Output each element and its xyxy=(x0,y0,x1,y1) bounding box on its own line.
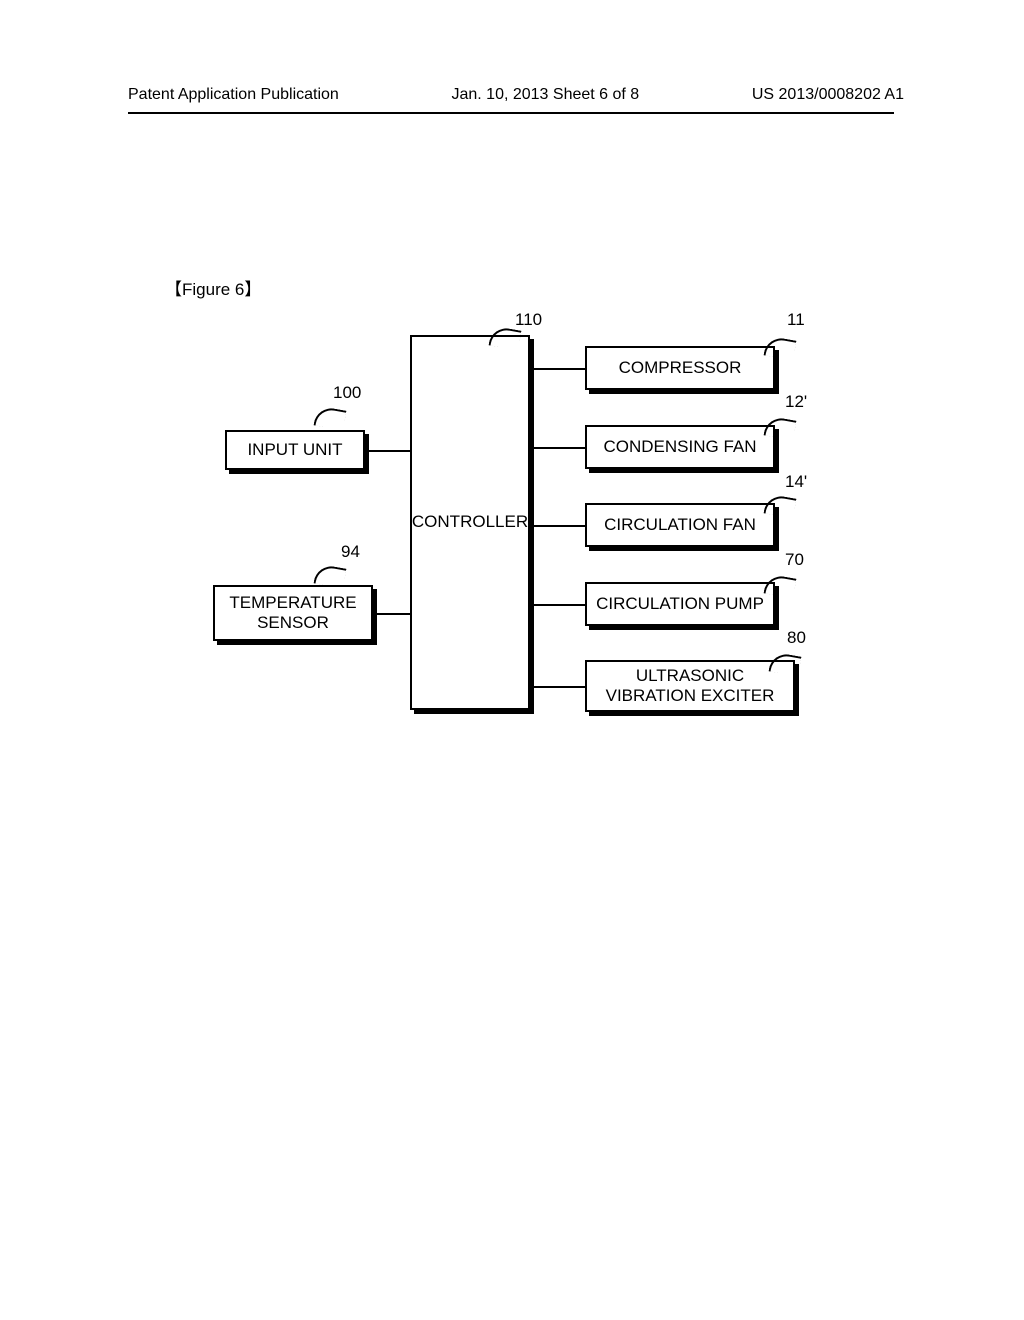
ref-num-compressor: 11 xyxy=(787,310,805,330)
block-diagram: INPUT UNIT 100 TEMPERATURE SENSOR 94 CONTROL… xyxy=(165,320,865,800)
header-right: US 2013/0008202 A1 xyxy=(752,86,904,104)
ref-num-temperature_sensor: 94 xyxy=(341,542,360,562)
box-shadow xyxy=(589,547,779,551)
block-ultrasonic: ULTRASONIC VIBRATION EXCITER xyxy=(585,660,795,712)
ref-num-circulation_fan: 14' xyxy=(785,472,807,492)
ref-num-input_unit: 100 xyxy=(333,383,361,403)
connector-line xyxy=(530,447,585,449)
block-temperature_sensor: TEMPERATURE SENSOR xyxy=(213,585,373,641)
box-shadow xyxy=(589,390,779,394)
leader-line xyxy=(313,406,346,431)
box-shadow xyxy=(530,339,534,714)
header-left: Patent Application Publication xyxy=(128,86,339,104)
ref-num-condensing_fan: 12' xyxy=(785,392,807,412)
figure-label: 【Figure 6】 xyxy=(165,275,261,300)
box-shadow xyxy=(365,434,369,474)
connector-line xyxy=(530,686,585,688)
box-shadow xyxy=(414,710,534,714)
block-compressor: COMPRESSOR xyxy=(585,346,775,390)
header-divider xyxy=(128,112,894,114)
ref-num-controller: 110 xyxy=(515,310,542,330)
block-input_unit: INPUT UNIT xyxy=(225,430,365,470)
connector-line xyxy=(530,368,585,370)
box-shadow xyxy=(229,470,369,474)
block-condensing_fan: CONDENSING FAN xyxy=(585,425,775,469)
ref-num-ultrasonic: 80 xyxy=(787,628,806,648)
box-shadow xyxy=(589,469,779,473)
header-center: Jan. 10, 2013 Sheet 6 of 8 xyxy=(451,86,639,104)
block-circulation_pump: CIRCULATION PUMP xyxy=(585,582,775,626)
connector-line xyxy=(530,525,585,527)
page-header: Patent Application Publication Jan. 10, … xyxy=(0,86,1024,104)
box-shadow xyxy=(373,589,377,645)
box-shadow xyxy=(589,626,779,630)
connector-line xyxy=(373,613,410,615)
block-circulation_fan: CIRCULATION FAN xyxy=(585,503,775,547)
box-shadow xyxy=(217,641,377,645)
connector-line xyxy=(365,450,410,452)
connector-line xyxy=(530,604,585,606)
box-shadow xyxy=(589,712,799,716)
block-controller: CONTROLLER xyxy=(410,335,530,710)
ref-num-circulation_pump: 70 xyxy=(785,550,804,570)
